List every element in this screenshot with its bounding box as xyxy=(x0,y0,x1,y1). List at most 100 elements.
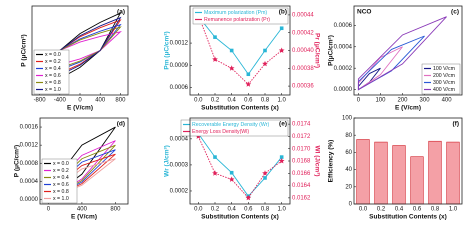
y-tick-label: 0.0008 xyxy=(20,161,39,167)
y2-tick-label: 0.0162 xyxy=(292,195,311,201)
x-tick-label: 0.8 xyxy=(431,207,440,213)
y-tick-label: 0.0002 xyxy=(334,66,353,72)
y2-tick-label: 0.00042 xyxy=(292,30,314,36)
x-tick-label: 0.6 xyxy=(244,207,253,213)
legend-label: x = 0.6 xyxy=(53,182,69,188)
y-tick-label: 20 xyxy=(345,184,352,190)
plot-frame xyxy=(353,5,463,96)
bar xyxy=(374,141,388,205)
plot-frame xyxy=(31,5,129,96)
marker xyxy=(228,65,235,71)
x-tick-label: 200 xyxy=(397,98,408,104)
plot-frame xyxy=(39,117,129,205)
y-tick-label: 0.0006 xyxy=(334,23,353,29)
x-tick-label: 0.4 xyxy=(227,207,236,213)
legend-label: x = 0.4 xyxy=(53,175,69,181)
legend-label: x = 0.8 xyxy=(45,80,61,86)
x-axis-label: Substitution Contents (x) xyxy=(201,105,279,112)
panel-label: (a) xyxy=(117,9,125,16)
y2-tick-label: 0.00038 xyxy=(292,66,314,72)
x-axis-label: Substitution Contents (x) xyxy=(201,214,279,221)
legend-box xyxy=(192,7,289,25)
panel-label: (e) xyxy=(279,121,287,128)
y-tick-label: 0.0002 xyxy=(170,189,189,195)
legend-label: x = 0.0 xyxy=(45,52,61,58)
bar xyxy=(392,145,406,205)
series-line xyxy=(197,133,283,197)
x-axis-label: E (V/cm) xyxy=(67,105,93,112)
y-axis-label: P(μC/cm²) xyxy=(328,35,335,66)
legend-label: x = 0.2 xyxy=(53,168,69,174)
legend-label: x = 1.0 xyxy=(45,87,61,93)
y2-axis-label: Pr (μC/cm²) xyxy=(313,33,320,68)
bar xyxy=(356,139,370,205)
marker xyxy=(213,155,217,159)
marker xyxy=(228,176,235,182)
panel: 0.0 0.2 0.4 0.6 0.8 1.0 0.0006 0.0009 0.0012 0.00… xyxy=(164,5,320,112)
marker xyxy=(279,155,284,159)
x-tick-label: 0.0 xyxy=(359,207,368,213)
marker xyxy=(278,47,285,53)
y2-tick-label: 0.00040 xyxy=(292,48,314,54)
y2-tick-label: 0.0170 xyxy=(292,146,311,152)
y2-tick-label: 0.0172 xyxy=(292,134,311,140)
legend-label: Energy Loss Density(Wl) xyxy=(192,129,249,135)
panel: 0 100 200 300 400 0.0000 0.0002 0.0004 0.0006 E (… xyxy=(328,5,463,112)
legend-box xyxy=(41,158,78,204)
legend-box xyxy=(33,49,70,95)
y-axis-label: P (μC/cm²) xyxy=(14,145,21,177)
series-line xyxy=(357,35,425,91)
annotation: NCO xyxy=(357,9,371,16)
x-tick-label: -800 xyxy=(34,98,47,104)
y2-tick-label: 0.0164 xyxy=(292,183,311,189)
panel: 0.0 0.2 0.4 0.6 0.8 1.0 0 20 40 60 80 100 Substituti… xyxy=(328,116,463,221)
y-axis-label: Wr (J/cm³) xyxy=(164,145,171,177)
legend-label: x = 0.2 xyxy=(45,59,61,65)
legend-label: x = 1.0 xyxy=(53,196,69,202)
panel-label: (c) xyxy=(451,9,459,16)
x-tick-label: 0.0 xyxy=(194,98,203,104)
x-tick-label: 0.6 xyxy=(244,98,253,104)
x-tick-label: 0.0 xyxy=(194,207,203,213)
marker xyxy=(212,56,218,62)
y-tick-label: 60 xyxy=(345,150,352,156)
x-tick-label: 1.0 xyxy=(449,207,458,213)
marker xyxy=(262,170,268,176)
x-tick-label: 0.2 xyxy=(377,207,386,213)
x-tick-label: 0.2 xyxy=(211,207,220,213)
marker xyxy=(246,72,251,77)
marker xyxy=(262,60,268,67)
marker xyxy=(245,194,252,201)
x-tick-label: -400 xyxy=(54,98,67,104)
y-tick-label: 0.0016 xyxy=(20,125,39,131)
x-tick-label: 0.2 xyxy=(211,98,220,104)
x-tick-label: 1.0 xyxy=(277,98,286,104)
legend-label: x = 0.8 xyxy=(53,189,69,195)
legend-label: x = 0.6 xyxy=(45,73,61,79)
panel-label: (f) xyxy=(453,121,460,128)
y2-tick-label: 0.0166 xyxy=(292,171,311,177)
legend-label: 400 V/cm xyxy=(433,87,455,93)
plot-frame xyxy=(189,117,291,205)
y2-axis-label: Wl (J/cm³) xyxy=(313,145,320,176)
marker xyxy=(213,35,217,39)
x-tick-label: 300 xyxy=(420,98,431,104)
y-tick-label: 0.0004 xyxy=(170,136,189,142)
y-tick-label: 0.0000 xyxy=(334,87,353,93)
y-tick-label: 0.0012 xyxy=(170,41,189,47)
y-tick-label: 0.0003 xyxy=(170,162,189,168)
x-tick-label: 0.6 xyxy=(413,207,422,213)
panel-label: (d) xyxy=(117,121,125,128)
y-tick-label: 80 xyxy=(345,133,352,139)
x-axis-label: E (V/cm) xyxy=(395,105,421,112)
legend-label: 300 V/cm xyxy=(433,80,455,86)
legend: Maximum polarization (Pm)Remanence polar… xyxy=(192,7,289,25)
legend-label: Remanence polarization (Pr) xyxy=(204,17,270,23)
x-tick-label: 0.4 xyxy=(227,98,236,104)
y2-tick-label: 0.00044 xyxy=(292,12,314,18)
marker xyxy=(229,170,234,175)
x-tick-label: 1.0 xyxy=(277,207,286,213)
series-line xyxy=(357,16,447,91)
x-tick-label: 400 xyxy=(77,207,88,213)
